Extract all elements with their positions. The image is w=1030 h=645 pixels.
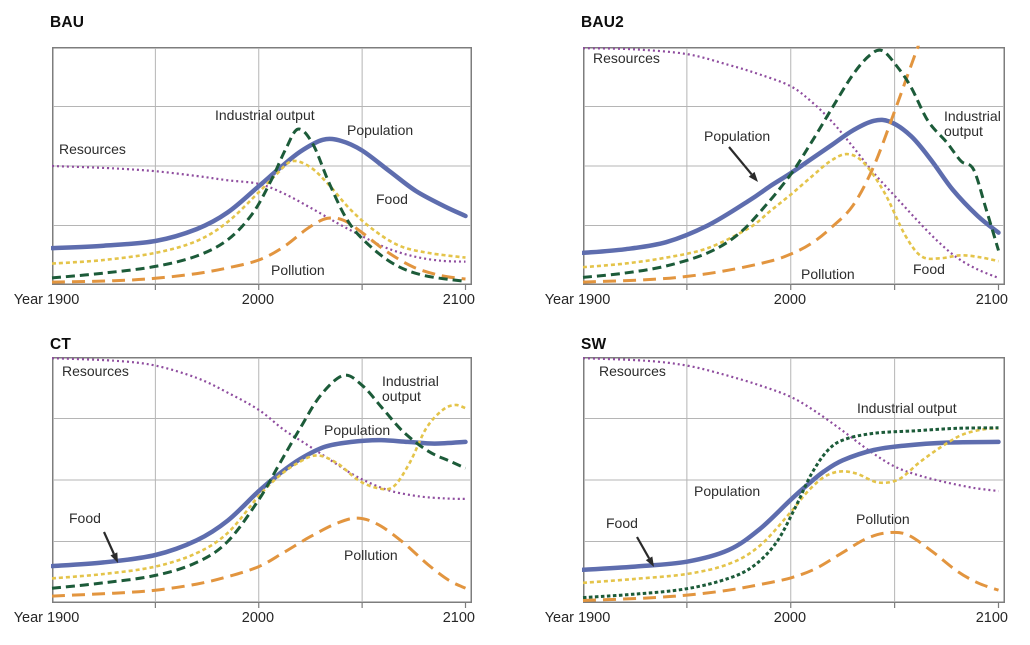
x-axis-label-year: Year (544, 292, 574, 308)
bau-plot-canvas (51, 47, 472, 290)
ct-plot-canvas (51, 357, 472, 608)
series-curve-industrial (582, 48, 1000, 279)
series-curve-food (582, 152, 999, 269)
series-curve-pollution (51, 516, 467, 598)
series-curve-industrial (51, 373, 467, 590)
x-tick-label-1900: 1900 (578, 292, 611, 308)
series-label-population: Population (324, 422, 391, 438)
panel-bau: BAU Resources Population Pollution Food Indu… (14, 14, 475, 308)
series-curve-population (582, 117, 1001, 256)
x-tick-marks (154, 603, 467, 608)
series-curve-pollution (582, 45, 920, 284)
x-tick-label-2000: 2000 (241, 292, 275, 308)
series-label-resources: Resources (62, 363, 129, 379)
series-curve-food (582, 427, 999, 585)
x-tick-marks (154, 285, 467, 290)
x-tick-label-2100: 2100 (442, 610, 475, 626)
series-label-industrial: Industrial output (382, 373, 439, 405)
series-curve-resources (582, 47, 999, 279)
series-curve-population (51, 136, 468, 251)
series-curve-population (51, 437, 468, 569)
x-tick-label-2100: 2100 (442, 292, 475, 308)
series-label-population: Population (347, 122, 414, 138)
x-axis-label-year: Year (13, 292, 43, 308)
x-axis-label-year: Year (13, 610, 43, 626)
series-curves (51, 127, 468, 284)
series-label-food: Food (69, 510, 101, 526)
x-tick-marks (686, 285, 1000, 290)
plot-border (583, 357, 1005, 603)
gridlines (584, 48, 1004, 284)
panel-title-bau2: BAU2 (581, 14, 625, 31)
plot-border (583, 47, 1005, 285)
x-tick-label-2100: 2100 (975, 610, 1008, 626)
panel-title-bau: BAU (50, 14, 85, 31)
sw-plot-canvas (582, 357, 1005, 608)
annotation-arrow-population (728, 146, 758, 182)
series-label-pollution: Pollution (271, 262, 325, 278)
annotation-arrow-food (636, 536, 654, 567)
series-label-food: Food (913, 261, 945, 277)
series-label-resources: Resources (59, 141, 126, 157)
series-curve-pollution (582, 530, 999, 602)
series-curves (582, 45, 1001, 284)
x-tick-label-1900: 1900 (578, 610, 611, 626)
plot-border (52, 357, 472, 603)
x-tick-marks (686, 603, 1000, 608)
series-curve-industrial (582, 426, 999, 600)
series-label-industrial: Industrial output (857, 400, 957, 416)
bau2-plot-canvas (582, 45, 1005, 290)
series-curve-resources (51, 357, 466, 500)
series-curve-food (51, 159, 466, 265)
x-axis-label-year: Year (544, 610, 574, 626)
series-label-population: Population (704, 128, 771, 144)
panel-bau2: BAU2 Resources Population Pollution Food Ind… (545, 14, 1008, 308)
series-label-resources: Resources (599, 363, 666, 379)
series-curves (51, 357, 468, 598)
series-curve-pollution (51, 216, 466, 284)
x-tick-label-2000: 2000 (241, 610, 275, 626)
panel-sw: SW Resources Population Pollution Food Indus… (545, 336, 1008, 626)
series-label-food: Food (606, 515, 638, 531)
series-label-pollution: Pollution (344, 547, 398, 563)
x-tick-label-2000: 2000 (773, 610, 807, 626)
series-label-industrial: Industrial output (215, 107, 315, 123)
series-curve-industrial (51, 127, 466, 283)
series-label-resources: Resources (593, 50, 660, 66)
gridlines (53, 48, 471, 284)
x-tick-label-1900: 1900 (47, 292, 80, 308)
series-label-pollution: Pollution (801, 266, 855, 282)
panel-title-ct: CT (50, 336, 72, 353)
panel-ct: CT Resources Population Pollution Food Indus… (14, 336, 475, 626)
x-tick-label-2100: 2100 (975, 292, 1008, 308)
annotation-arrow-food (102, 531, 118, 563)
series-curves (582, 357, 1001, 602)
series-label-pollution: Pollution (856, 511, 910, 527)
x-tick-label-1900: 1900 (47, 610, 80, 626)
x-tick-label-2000: 2000 (773, 292, 807, 308)
series-label-industrial: Industrial output (944, 108, 1001, 140)
series-label-food: Food (376, 191, 408, 207)
series-curve-resources (582, 357, 999, 493)
series-label-population: Population (694, 483, 761, 499)
panel-title-sw: SW (581, 336, 607, 353)
series-curve-food (51, 403, 466, 580)
